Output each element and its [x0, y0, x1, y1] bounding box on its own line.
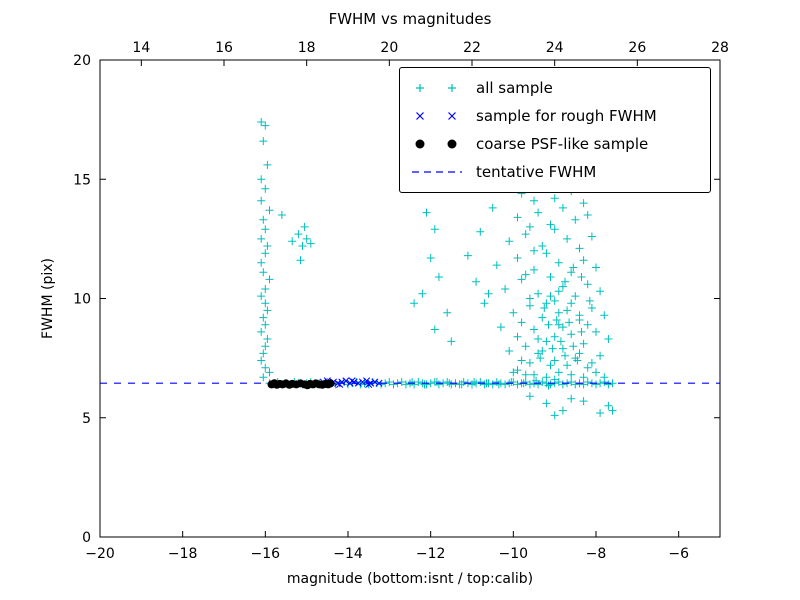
- dot-marker-icon: [415, 139, 457, 149]
- top-tick-label: 20: [380, 40, 398, 56]
- x-tick-label: −14: [333, 546, 363, 562]
- x-axis-label: magnitude (bottom:isnt / top:calib): [287, 571, 533, 587]
- legend-label: sample for rough FWHM: [476, 107, 657, 125]
- plus-marker-icon: [416, 84, 456, 92]
- x-tick-label: −20: [85, 546, 115, 562]
- chart-title: FWHM vs magnitudes: [329, 10, 492, 28]
- y-tick-label: 0: [82, 530, 91, 546]
- top-tick-label: 16: [215, 40, 233, 56]
- legend-item-coarse-psf: coarse PSF-like sample: [408, 130, 702, 158]
- plot-area-border: [99, 59, 721, 538]
- x-tick-label: −8: [586, 546, 607, 562]
- plot-content: −20 −18 −16 −14 −12 −10 −8 −6 14 16 18 20 22 24 26 28 0 5…: [73, 40, 729, 562]
- legend-label: tentative FWHM: [476, 163, 597, 181]
- x-tick-label: −6: [668, 546, 689, 562]
- legend-label: coarse PSF-like sample: [476, 135, 649, 153]
- x-tick-label: −12: [416, 546, 446, 562]
- y-tick-label: 10: [73, 292, 91, 308]
- x-tick-label: −16: [251, 546, 281, 562]
- legend: all sample sample for rough FWHM coarse …: [399, 67, 711, 193]
- x-marker-icon: [416, 112, 456, 120]
- legend-item-all-sample: all sample: [408, 74, 702, 102]
- y-tick-label: 5: [82, 411, 91, 427]
- y-axis-label: FWHM (pix): [40, 258, 56, 339]
- dashed-line-icon: [412, 171, 462, 173]
- x-tick-label: −10: [499, 546, 529, 562]
- y-tick-label: 20: [73, 53, 91, 69]
- legend-label: all sample: [476, 79, 553, 97]
- legend-item-rough-fwhm: sample for rough FWHM: [408, 102, 702, 130]
- x-tick-label: −18: [168, 546, 198, 562]
- coarse-psf-markers: [267, 379, 335, 390]
- top-tick-label: 22: [463, 40, 481, 56]
- top-tick-label: 24: [546, 40, 564, 56]
- top-tick-label: 14: [132, 40, 150, 56]
- tick-labels: −20 −18 −16 −14 −12 −10 −8 −6 14 16 18 20 22 24 26 28 0 5…: [73, 40, 729, 562]
- legend-item-tentative-fwhm: tentative FWHM: [408, 158, 702, 186]
- y-tick-label: 15: [73, 172, 91, 188]
- top-tick-label: 26: [628, 40, 646, 56]
- top-tick-label: 18: [298, 40, 316, 56]
- top-tick-label: 28: [711, 40, 729, 56]
